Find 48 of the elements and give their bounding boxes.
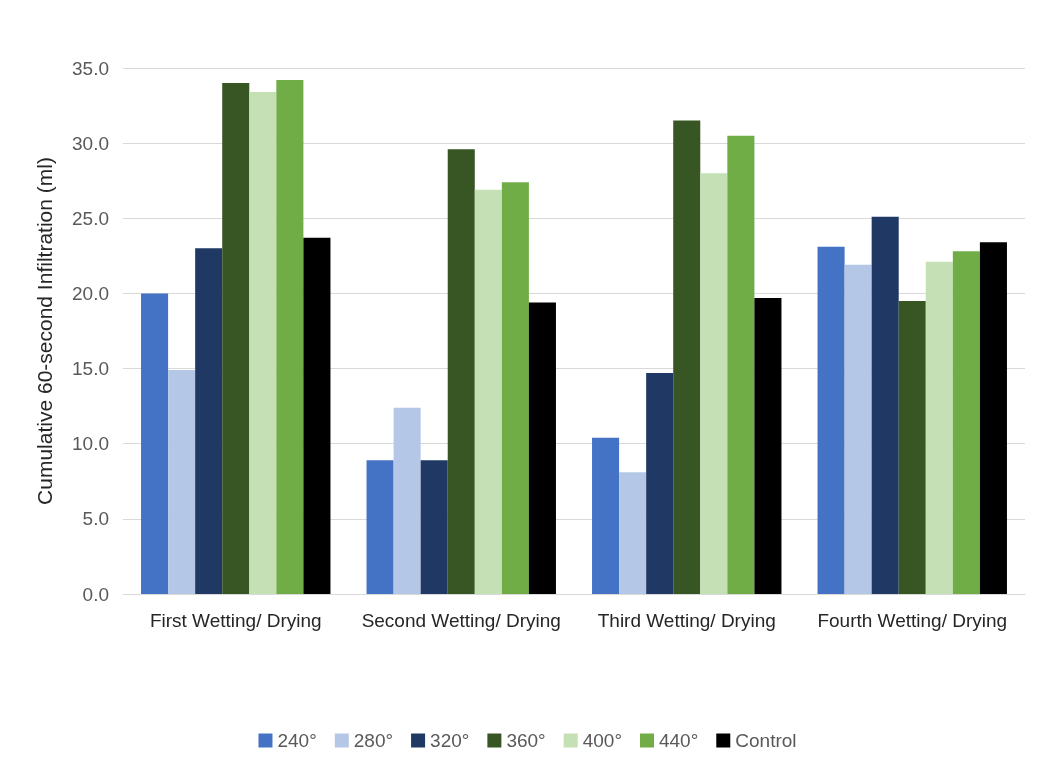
y-tick-label: 25.0 [72,207,109,229]
bar [249,92,277,594]
bar [276,80,304,594]
legend-label: 240° [277,730,317,751]
y-tick-label: 10.0 [72,433,109,455]
legend-label: 400° [582,730,622,751]
bar [447,149,475,594]
bar [528,302,556,594]
x-tick-label: Fourth Wetting/ Drying [817,610,1008,631]
legend-label: Control [735,730,797,751]
bar [952,251,980,594]
bar [474,189,502,594]
bar [898,300,926,594]
y-axis-title: Cumulative 60-second Infiltration (ml) [33,157,56,505]
bar [366,460,394,594]
bar [619,472,647,594]
y-tick-label: 15.0 [72,358,109,380]
bar [168,370,196,594]
legend-label: 280° [353,730,394,751]
y-tick-label: 20.0 [72,282,109,304]
y-tick-label: 0.0 [82,583,109,605]
bar [646,373,674,594]
bar [592,437,620,594]
bar [303,237,331,594]
x-tick-label: Third Wetting/ Drying [597,610,776,631]
x-tick-label: Second Wetting/ Drying [361,610,561,631]
bar [420,460,448,594]
bar [871,216,899,594]
bar [979,242,1007,594]
bar [700,173,728,594]
bar [393,407,421,594]
bar [925,261,953,594]
legend-label: 360° [506,730,546,751]
bar [754,297,782,594]
bar [195,248,223,594]
bar [673,120,701,594]
bar [844,264,872,594]
y-tick-label: 5.0 [82,508,109,530]
bar [727,135,755,594]
y-tick-label: 30.0 [72,132,109,154]
y-tick-label: 35.0 [72,57,109,79]
legend-label: 440° [658,730,699,751]
bar [141,293,169,594]
bar [817,246,845,594]
bar [501,182,529,594]
legend-label: 320° [430,730,470,751]
bar [222,83,250,594]
x-tick-label: First Wetting/ Drying [149,610,322,631]
